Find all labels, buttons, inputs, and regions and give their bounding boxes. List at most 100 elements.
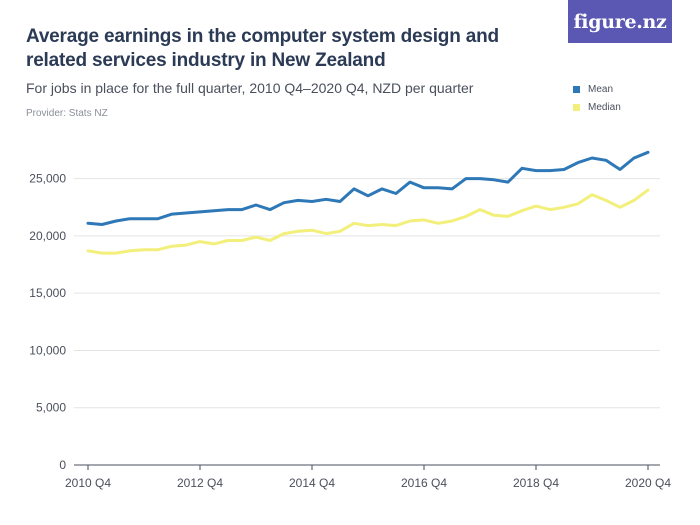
mean-point [185, 212, 188, 215]
median-point [619, 206, 622, 209]
legend-swatch-median [573, 103, 580, 111]
median-point [129, 249, 132, 252]
median-point [521, 209, 524, 212]
mean-point [325, 198, 328, 201]
median-point [591, 193, 594, 196]
median-point [297, 230, 300, 233]
mean-point [353, 187, 356, 190]
mean-point [157, 217, 160, 220]
provider-note: Provider: Stats NZ [26, 108, 108, 119]
mean-point [227, 208, 230, 211]
mean-point [395, 192, 398, 195]
mean-point [437, 186, 440, 189]
median-point [381, 223, 384, 226]
legend-swatch-mean [573, 85, 580, 93]
median-point [171, 245, 174, 248]
median-point [87, 249, 90, 252]
median-point [423, 218, 426, 221]
median-point [605, 199, 608, 202]
median-point [409, 220, 412, 223]
mean-point [199, 210, 202, 213]
y-tick-label: 25,000 [29, 172, 66, 186]
mean-point [451, 187, 454, 190]
mean-point [423, 186, 426, 189]
mean-point [479, 177, 482, 180]
median-point [535, 205, 538, 208]
mean-point [339, 200, 342, 203]
mean-point [283, 201, 286, 204]
mean-point [171, 213, 174, 216]
mean-point [367, 194, 370, 197]
mean-point [129, 217, 132, 220]
median-point [115, 252, 118, 255]
mean-point [115, 220, 118, 223]
mean-point [409, 181, 412, 184]
chart-legend: Mean Median [573, 80, 621, 116]
mean-point [255, 203, 258, 206]
median-point [451, 220, 454, 223]
median-point [213, 242, 216, 245]
legend-item-mean: Mean [573, 80, 621, 98]
mean-point [311, 200, 314, 203]
mean-point [297, 199, 300, 202]
median-point [577, 202, 580, 205]
median-point [255, 236, 258, 239]
legend-label-median: Median [588, 101, 621, 113]
mean-point [591, 157, 594, 160]
chart-title: Average earnings in the computer system … [26, 26, 499, 71]
median-point [283, 232, 286, 235]
mean-point [577, 161, 580, 164]
median-point [227, 239, 230, 242]
mean-point [143, 217, 146, 220]
mean-point [619, 168, 622, 171]
x-tick-label: 2016 Q4 [401, 476, 447, 490]
median-point [647, 189, 650, 192]
median-point [339, 230, 342, 233]
y-tick-label: 20,000 [29, 229, 66, 243]
y-tick-label: 10,000 [29, 343, 66, 357]
mean-point [647, 151, 650, 154]
mean-line [86, 150, 650, 226]
mean-point [381, 187, 384, 190]
mean-point [213, 209, 216, 212]
median-point [241, 239, 244, 242]
mean-point [535, 169, 538, 172]
x-tick-label: 2020 Q4 [625, 476, 671, 490]
median-point [199, 240, 202, 243]
x-tick-label: 2010 Q4 [65, 476, 111, 490]
median-point [101, 252, 104, 255]
mean-point [521, 167, 524, 170]
median-point [185, 244, 188, 247]
figure-nz-logo[interactable]: figure.nz [568, 0, 672, 43]
chart-subtitle: For jobs in place for the full quarter, … [26, 80, 474, 96]
median-point [157, 248, 160, 251]
mean-point [101, 223, 104, 226]
mean-point [269, 208, 272, 211]
x-tick-label: 2012 Q4 [177, 476, 223, 490]
median-point [353, 222, 356, 225]
y-tick-label: 5,000 [36, 401, 66, 415]
median-point [269, 239, 272, 242]
median-point [395, 224, 398, 227]
median-point [493, 214, 496, 217]
median-point [633, 199, 636, 202]
y-tick-label: 15,000 [29, 286, 66, 300]
median-point [367, 224, 370, 227]
median-point [437, 222, 440, 225]
x-tick-label: 2014 Q4 [289, 476, 335, 490]
x-tick-label: 2018 Q4 [513, 476, 559, 490]
mean-point [465, 177, 468, 180]
median-point [325, 232, 328, 235]
median-point [549, 208, 552, 211]
median-point [465, 215, 468, 218]
mean-point [507, 181, 510, 184]
median-point [507, 215, 510, 218]
legend-label-mean: Mean [588, 83, 614, 95]
y-tick-label: 0 [59, 458, 66, 472]
median-point [311, 229, 314, 232]
legend-item-median: Median [573, 98, 621, 116]
median-point [479, 208, 482, 211]
mean-point [493, 178, 496, 181]
mean-point [549, 169, 552, 172]
